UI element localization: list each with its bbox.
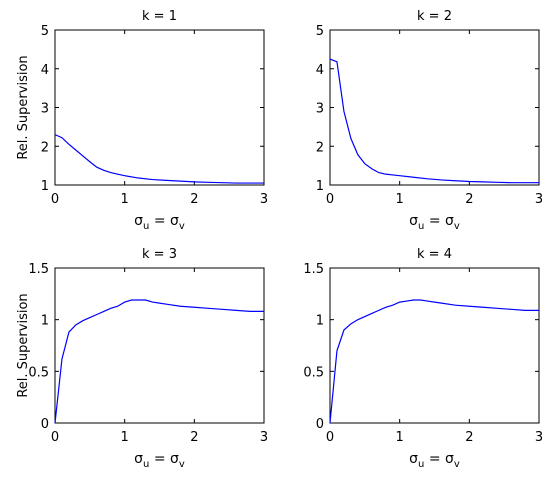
subplot-title: k = 4	[417, 247, 452, 262]
series-line	[54, 299, 264, 424]
x-tick-label: 1	[121, 192, 129, 207]
y-tick-label: 5	[316, 24, 324, 39]
y-tick-label: 0.5	[28, 365, 49, 380]
x-tick-label: 1	[121, 430, 129, 445]
x-tick-label: 0	[326, 192, 334, 207]
x-axis-label: σu = σv	[409, 451, 460, 470]
y-tick-label: 5	[41, 24, 49, 39]
y-axis-label: Rel. Supervision	[16, 55, 31, 159]
series-line	[329, 58, 539, 184]
x-tick-label: 3	[260, 430, 268, 445]
axes-box	[329, 29, 540, 186]
subplot-title: k = 2	[417, 9, 452, 24]
series-line	[54, 134, 264, 184]
y-tick-label: 1	[41, 179, 49, 194]
y-tick-label: 4	[316, 63, 324, 78]
axes-box	[329, 267, 540, 424]
x-axis-label: σu = σv	[134, 213, 185, 232]
subplot-title: k = 1	[142, 9, 177, 24]
x-tick-label: 3	[260, 192, 268, 207]
x-tick-label: 3	[535, 192, 543, 207]
subplot-k3: 0 1 2 3 0 0.5 1 1.5 k = 3 Rel. Supervision σu = σv	[16, 247, 268, 470]
x-tick-label: 3	[535, 430, 543, 445]
x-tick-label: 1	[396, 192, 404, 207]
x-tick-label: 0	[326, 430, 334, 445]
x-tick-label: 1	[396, 430, 404, 445]
x-tick-label: 2	[190, 430, 198, 445]
x-axis-label: σu = σv	[134, 451, 185, 470]
y-tick-label: 1	[41, 314, 49, 329]
axes-box	[54, 267, 265, 424]
y-tick-label: 0	[316, 417, 324, 432]
y-tick-label: 1.5	[303, 262, 324, 277]
x-tick-label: 2	[190, 192, 198, 207]
y-tick-label: 3	[41, 102, 49, 117]
x-tick-label: 2	[465, 192, 473, 207]
x-tick-label: 2	[465, 430, 473, 445]
x-tick-label: 0	[51, 430, 59, 445]
axes-box	[54, 29, 265, 186]
y-tick-label: 3	[316, 102, 324, 117]
y-tick-label: 4	[41, 63, 49, 78]
y-tick-label: 0.5	[303, 365, 324, 380]
y-tick-label: 2	[316, 140, 324, 155]
series-line	[329, 299, 539, 424]
subplot-k4: 0 1 2 3 0 0.5 1 1.5 k = 4 σu = σv	[303, 247, 543, 470]
y-tick-label: 1	[316, 179, 324, 194]
y-tick-label: 1	[316, 314, 324, 329]
subplot-title: k = 3	[142, 247, 177, 262]
y-axis-label: Rel. Supervision	[16, 293, 31, 397]
y-tick-label: 0	[41, 417, 49, 432]
y-tick-label: 2	[41, 140, 49, 155]
x-axis-label: σu = σv	[409, 213, 460, 232]
y-tick-label: 1.5	[28, 262, 49, 277]
x-tick-label: 0	[51, 192, 59, 207]
